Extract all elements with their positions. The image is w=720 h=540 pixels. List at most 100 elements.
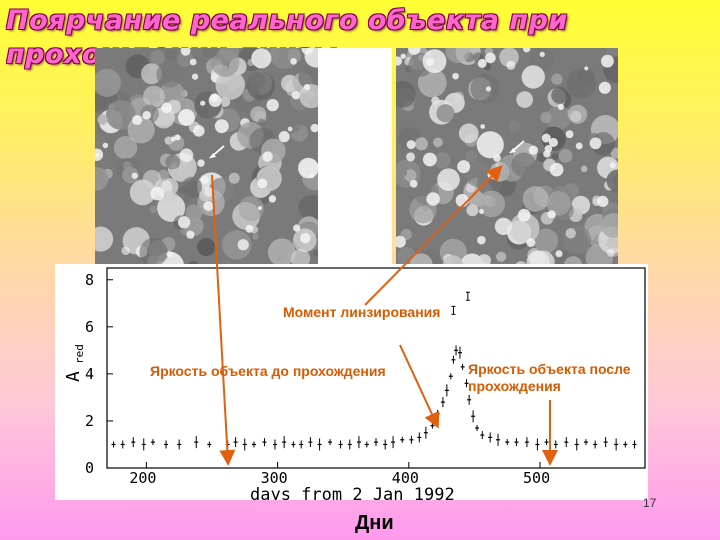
sky-blob <box>238 195 264 222</box>
sky-blob <box>185 204 203 222</box>
sky-image-after <box>389 38 630 278</box>
sky-star <box>245 224 254 233</box>
sky-star <box>268 195 277 203</box>
sky-star <box>601 54 614 68</box>
sky-blob <box>534 95 550 111</box>
sky-star <box>478 208 485 215</box>
sky-blob <box>204 186 214 197</box>
sky-star <box>426 192 440 206</box>
sky-blob <box>509 201 517 209</box>
sky-blob <box>247 71 265 90</box>
sky-star <box>180 45 191 56</box>
sky-blob <box>406 152 416 162</box>
y-tick-label: 0 <box>85 459 94 477</box>
sky-star <box>303 84 311 91</box>
sky-star <box>177 216 191 229</box>
sky-blob <box>533 228 559 254</box>
x-axis-caption: Дни <box>355 512 394 534</box>
marker-arrow-head <box>210 153 216 158</box>
sky-blob <box>522 186 549 212</box>
sky-star <box>597 195 609 207</box>
sky-blob <box>566 68 597 99</box>
sky-blob <box>211 49 240 77</box>
sky-star <box>517 208 531 222</box>
sky-blob <box>252 233 259 240</box>
sky-blob <box>143 85 165 108</box>
sky-blob <box>123 161 132 171</box>
sky-star <box>291 90 301 100</box>
sky-blob <box>215 70 245 100</box>
sky-star <box>406 140 416 150</box>
sky-star <box>208 93 222 108</box>
sky-star <box>102 142 109 149</box>
sky-star <box>493 154 501 162</box>
sky-star <box>526 238 536 247</box>
sky-blob <box>142 169 162 189</box>
sky-star <box>132 115 143 126</box>
sky-star <box>189 58 197 66</box>
sky-blob <box>228 172 240 184</box>
sky-blob <box>521 65 545 89</box>
sky-blob <box>598 81 611 94</box>
sky-blob <box>113 135 138 160</box>
sky-star <box>308 172 315 179</box>
sky-blob <box>509 213 540 243</box>
x-tick-label: 300 <box>261 469 288 487</box>
y-tick-label: 8 <box>85 271 94 289</box>
sky-star <box>200 175 209 184</box>
sky-blob <box>567 104 588 124</box>
sky-star <box>300 232 311 244</box>
sky-blob <box>159 81 185 107</box>
sky-star <box>257 178 268 189</box>
sky-blob <box>277 108 303 134</box>
sky-blob <box>551 152 559 161</box>
sky-blob <box>139 237 168 267</box>
sky-star <box>565 130 574 139</box>
sky-blob <box>540 111 552 124</box>
sky-blob <box>197 237 216 257</box>
sky-star <box>197 159 205 167</box>
sky-star <box>455 194 469 208</box>
sky-star <box>262 151 273 162</box>
sky-blob <box>606 43 619 57</box>
x-tick-label: 500 <box>523 469 550 487</box>
page-number: 17 <box>643 496 657 510</box>
sky-blob <box>257 118 265 126</box>
sky-blob <box>122 166 139 184</box>
sky-star <box>557 103 565 111</box>
sky-blob <box>165 154 181 170</box>
sky-blob <box>516 91 534 108</box>
sky-blob <box>494 217 513 236</box>
sky-blob <box>267 238 296 267</box>
annotation-before: Яркость объекта до прохождения <box>150 363 386 379</box>
sky-blob <box>530 47 554 72</box>
sky-blob <box>287 48 302 63</box>
sky-star <box>549 162 564 177</box>
sky-star <box>589 137 602 150</box>
sky-star <box>214 119 229 134</box>
sky-star <box>544 144 553 153</box>
sky-star <box>161 102 172 114</box>
sky-blob <box>298 157 319 179</box>
sky-blob <box>298 68 319 88</box>
image-separator <box>318 48 392 270</box>
sky-star <box>457 160 471 174</box>
sky-star <box>426 57 435 67</box>
sky-star <box>548 137 558 148</box>
sky-blob <box>108 103 116 111</box>
sky-blob <box>433 137 443 148</box>
sky-star <box>200 100 206 106</box>
sky-star <box>174 134 181 141</box>
sky-star <box>409 179 418 188</box>
sky-star <box>310 123 319 133</box>
sky-blob <box>458 123 479 144</box>
sky-star <box>166 251 173 258</box>
sky-blob <box>434 152 451 169</box>
sky-blob <box>414 137 428 151</box>
sky-star <box>170 136 176 142</box>
sky-blob <box>506 60 516 70</box>
sky-star <box>290 58 297 65</box>
sky-blob <box>149 205 158 214</box>
y-axis-label-subscript: red <box>73 344 86 364</box>
sky-blob <box>511 152 536 178</box>
